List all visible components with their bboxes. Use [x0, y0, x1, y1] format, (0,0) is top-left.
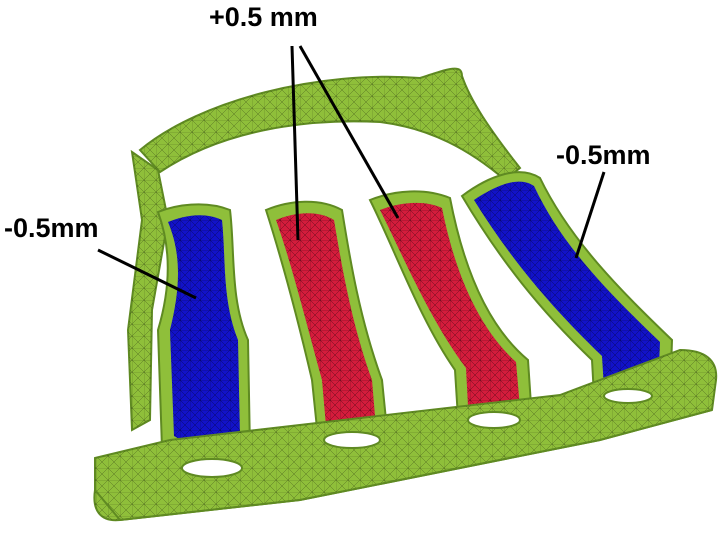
port-hole-1: [181, 458, 243, 478]
left-side-wall: [126, 149, 170, 432]
leader-plus-to-runner-3: [298, 45, 400, 219]
leader-plus-to-runner-2: [290, 45, 300, 241]
port-hole-4: [603, 388, 653, 404]
leader-lines: [97, 45, 606, 300]
port-hole-2: [323, 431, 381, 449]
leader-left-to-runner-1: [97, 248, 197, 300]
base-flange: [93, 348, 718, 522]
port-holes: [181, 388, 653, 478]
leader-right-to-runner-4: [574, 171, 606, 259]
label-minus-half-mm-right: -0.5mm: [556, 140, 651, 170]
runner-2-inner: [264, 200, 390, 450]
plenum-arc: [138, 67, 522, 182]
runner-3-inner: [368, 190, 534, 430]
port-hole-3: [467, 411, 521, 429]
label-minus-half-mm-left: -0.5mm: [4, 213, 99, 243]
runner-1-outer-left: [156, 203, 252, 460]
label-plus-half-mm: +0.5 mm: [209, 2, 318, 32]
